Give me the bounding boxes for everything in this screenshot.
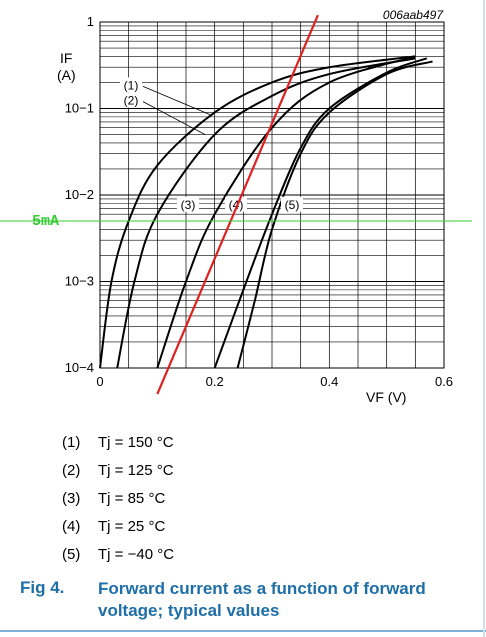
curve-label-bg: [225, 196, 247, 212]
tick-label-group: 0 0.2 0.4 0.6 10−4 10−3 10−2 10−1 1: [65, 14, 453, 389]
curve-label-bg: [120, 77, 142, 93]
legend-number: (4): [62, 518, 81, 535]
legend-number: (1): [62, 434, 81, 451]
curve-label: (3): [181, 198, 196, 212]
leader-line: [142, 86, 211, 115]
legend-text: Tj = 125 °C: [98, 462, 174, 479]
x-tick-label: 0.2: [206, 374, 224, 389]
legend-text: Tj = 85 °C: [98, 490, 166, 507]
curve-label-bg: [120, 92, 142, 108]
curve-label-bg: [281, 196, 303, 212]
overlay-group: 5mA: [0, 14, 472, 395]
y-axis-label: IF: [60, 50, 72, 66]
bottom-divider: [0, 630, 486, 632]
legend-number: (5): [62, 546, 81, 563]
y-tick-label: 10−3: [65, 274, 94, 289]
y-tick-label: 10−4: [65, 360, 94, 375]
series-curve-1: [99, 55, 416, 369]
figure-label: Fig 4.: [20, 578, 65, 597]
legend-item: (1) Tj = 150 °C: [62, 433, 174, 461]
legend-item: (3) Tj = 85 °C: [62, 489, 174, 517]
curve-label: (1): [124, 78, 139, 92]
y-axis-unit: (A): [57, 67, 76, 83]
reference-line-label: 5mA: [32, 213, 59, 230]
series-curve-5: [236, 60, 433, 369]
curve-label: (5): [285, 198, 300, 212]
series-curve-3: [156, 55, 416, 369]
legend-number: (3): [62, 490, 81, 507]
series-curve-4: [213, 57, 428, 369]
legend-text: Tj = 150 °C: [98, 434, 174, 451]
x-tick-label: 0: [96, 374, 103, 389]
legend-item: (4) Tj = 25 °C: [62, 517, 174, 545]
leader-line: [142, 101, 206, 135]
legend-text: Tj = 25 °C: [98, 518, 166, 535]
legend-list: (1) Tj = 150 °C (2) Tj = 125 °C (3) Tj = 85…: [62, 433, 174, 573]
series-curve-2: [116, 57, 416, 369]
x-axis-label: VF (V): [366, 389, 406, 405]
legend-item: (5) Tj = −40 °C: [62, 545, 174, 573]
curve-group: [99, 55, 433, 369]
legend-number: (2): [62, 462, 81, 479]
x-tick-label: 0.6: [435, 374, 453, 389]
forward-current-chart: (1)(2)(3) (4) (5) 0 0.2 0.4 0.610−410−310−210…: [0, 8, 472, 405]
figure-code: 006aab497: [383, 8, 444, 22]
y-tick-label: 10−2: [65, 187, 94, 202]
right-divider: [483, 0, 485, 637]
legend-item: (2) Tj = 125 °C: [62, 461, 174, 489]
legend-text: Tj = −40 °C: [98, 546, 175, 563]
curve-label-bg: [177, 196, 199, 212]
curve-label: (2): [124, 94, 139, 108]
x-tick-label: 0.4: [320, 374, 338, 389]
figure-title: Forward current as a function of forward…: [98, 579, 426, 620]
red-annotation-line: [156, 14, 319, 395]
chart-grid: [100, 22, 444, 368]
plot-frame: [99, 21, 445, 369]
y-tick-label: 10−1: [65, 101, 94, 116]
curve-label-group: (1)(2)(3) (4) (5): [120, 77, 303, 212]
y-tick-label: 1: [87, 14, 94, 29]
